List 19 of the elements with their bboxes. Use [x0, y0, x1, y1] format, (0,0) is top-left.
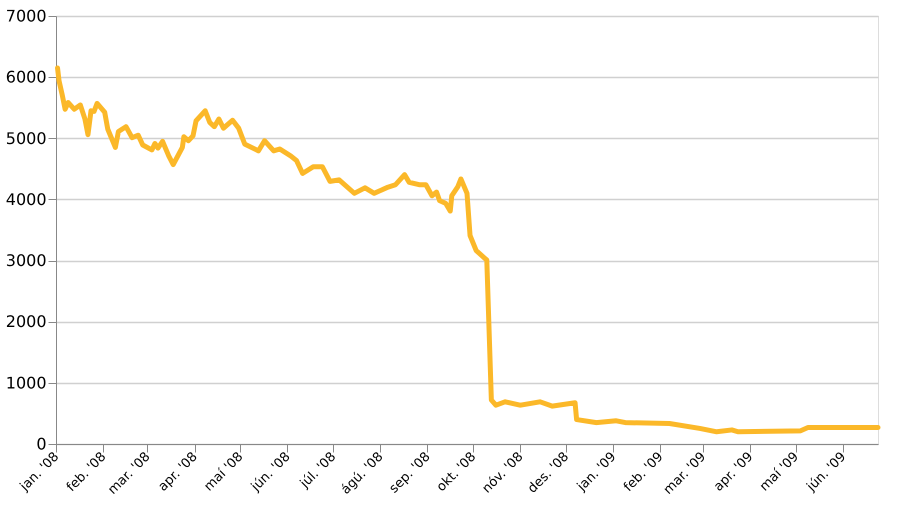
x-tick-label: apr. '08 [156, 450, 201, 495]
y-tick-label: 5000 [6, 128, 46, 148]
x-tick-label: ágú. '08 [338, 450, 386, 498]
x-tick-label: jún. '08 [248, 450, 294, 496]
x-tick-label: feb. '08 [64, 450, 110, 495]
y-tick-label: 2000 [6, 312, 46, 332]
x-tick-label: nóv. '08 [480, 450, 526, 496]
y-tick-label: 4000 [6, 190, 46, 209]
x-tick-label: sep. '08 [386, 450, 434, 497]
y-tick-label: 6000 [6, 68, 46, 87]
x-tick-label: des. '08 [525, 450, 572, 497]
y-tick-label: 3000 [6, 251, 46, 270]
x-tick-label: okt. '08 [434, 450, 480, 495]
x-tick-label: apr. '09 [711, 450, 756, 495]
x-tick-label: jan. '09 [574, 450, 620, 495]
y-tick-label: 1000 [6, 373, 46, 392]
y-tick-label: 7000 [6, 6, 46, 26]
x-tick-label: jún. '09 [804, 450, 850, 496]
x-tick-label: júl. '08 [296, 450, 340, 492]
